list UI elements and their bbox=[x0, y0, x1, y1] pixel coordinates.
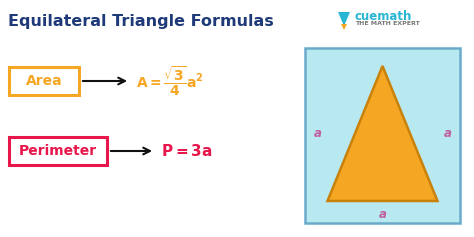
Text: cuemath: cuemath bbox=[355, 10, 412, 23]
Text: Perimeter: Perimeter bbox=[19, 144, 97, 158]
Text: a: a bbox=[314, 127, 321, 140]
Text: Equilateral Triangle Formulas: Equilateral Triangle Formulas bbox=[8, 14, 274, 29]
Text: THE MATH EXPERT: THE MATH EXPERT bbox=[355, 21, 420, 26]
Text: Area: Area bbox=[26, 74, 62, 88]
Text: $\mathbf{A = \dfrac{\sqrt{3}}{4}a^2}$: $\mathbf{A = \dfrac{\sqrt{3}}{4}a^2}$ bbox=[136, 64, 204, 98]
FancyBboxPatch shape bbox=[305, 48, 460, 223]
Text: $\mathbf{P = 3a}$: $\mathbf{P = 3a}$ bbox=[161, 143, 213, 159]
Text: a: a bbox=[379, 208, 386, 220]
Polygon shape bbox=[341, 24, 347, 30]
Polygon shape bbox=[328, 66, 438, 201]
Polygon shape bbox=[338, 12, 350, 26]
FancyBboxPatch shape bbox=[9, 137, 107, 165]
Text: a: a bbox=[444, 127, 451, 140]
FancyBboxPatch shape bbox=[9, 67, 79, 95]
